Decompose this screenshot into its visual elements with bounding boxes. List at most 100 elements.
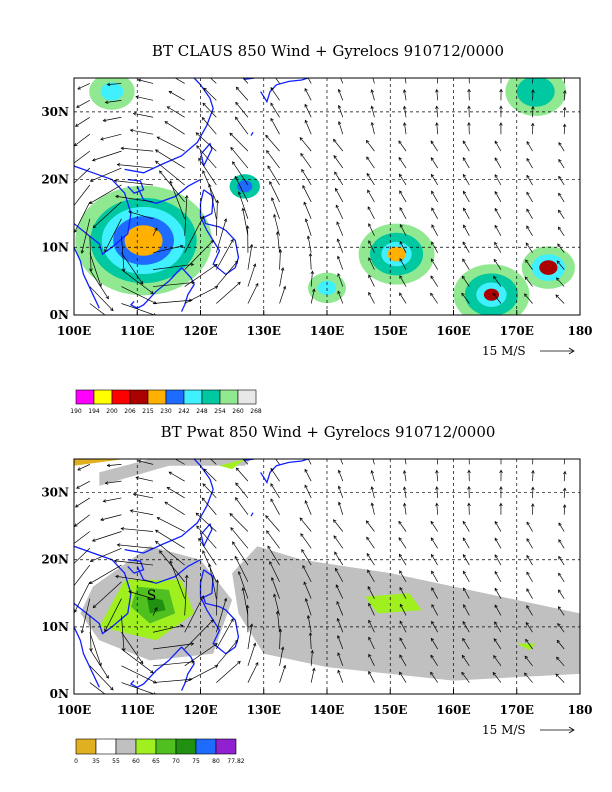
- wind-arrowhead: [214, 263, 218, 268]
- wind-vector: [399, 275, 407, 287]
- wind-arrowhead: [370, 502, 375, 507]
- wind-arrowhead: [150, 290, 154, 294]
- colorbar-label: 35: [92, 758, 100, 765]
- wind-vector: [216, 661, 241, 683]
- wind-arrowhead: [269, 181, 273, 185]
- wind-vector: [399, 604, 407, 616]
- wind-vector: [198, 158, 217, 186]
- wind-vector: [462, 554, 470, 566]
- x-tick-label: 130E: [247, 703, 281, 717]
- wind-arrowhead: [208, 563, 212, 568]
- wind-arrowhead: [304, 484, 308, 489]
- wind-vector: [138, 79, 154, 84]
- wind-vector: [368, 240, 375, 253]
- wind-vector: [461, 655, 470, 666]
- wind-arrowhead: [241, 587, 245, 591]
- wind-arrowhead: [558, 209, 562, 214]
- wind-arrowhead: [435, 122, 439, 126]
- wind-arrowhead: [312, 667, 316, 672]
- wind-arrowhead: [305, 73, 308, 76]
- wind-arrowhead: [462, 637, 466, 642]
- colorbar-swatch: [183, 389, 203, 405]
- wind-arrowhead: [524, 276, 528, 280]
- wind-arrowhead: [337, 501, 342, 506]
- y-tick-label: 30N: [41, 105, 69, 119]
- wind-arrowhead: [467, 485, 471, 490]
- wind-arrowhead: [335, 187, 339, 192]
- wind-vector: [77, 83, 90, 90]
- wind-vector: [462, 174, 470, 186]
- wind-arrowhead: [500, 73, 503, 76]
- wind-vector: [462, 521, 470, 532]
- wind-arrowhead: [310, 270, 314, 275]
- wind-vector: [492, 672, 502, 683]
- wind-vector: [216, 281, 241, 304]
- coastline-6: [129, 646, 182, 689]
- wind-arrowhead: [493, 275, 497, 280]
- wind-vector: [138, 460, 154, 465]
- wind-arrowhead: [154, 149, 159, 153]
- wind-vector: [270, 468, 280, 482]
- wind-arrowhead: [116, 543, 121, 547]
- coastline-8: [228, 459, 256, 462]
- wind-vector: [307, 236, 312, 253]
- wind-arrowhead: [399, 207, 403, 211]
- wind-vector: [371, 503, 375, 515]
- pwat-shade-9: [516, 643, 536, 651]
- wind-arrowhead: [557, 606, 562, 610]
- wind-arrowhead: [249, 623, 254, 627]
- wind-arrowhead: [235, 497, 239, 501]
- wind-vector: [279, 267, 284, 287]
- wind-vector: [277, 231, 280, 253]
- wind-arrowhead: [398, 140, 402, 144]
- wind-vector: [121, 286, 157, 304]
- wind-vector: [334, 551, 344, 566]
- wind-arrowhead: [337, 120, 342, 125]
- wind-vector: [430, 672, 438, 683]
- wind-arrowhead: [335, 567, 339, 572]
- wind-vector: [279, 665, 286, 683]
- x-tick-label: 140E: [310, 324, 344, 338]
- colorbar-label: 55: [112, 758, 120, 765]
- wind-vector: [121, 269, 154, 294]
- wind-vector: [338, 470, 344, 482]
- wind-vector: [431, 241, 438, 253]
- wind-vector: [307, 615, 312, 633]
- wind-vector: [557, 623, 565, 633]
- wind-vector: [493, 259, 502, 270]
- wind-vector: [368, 603, 375, 616]
- wind-arrowhead: [494, 140, 498, 145]
- wind-arrowhead: [494, 157, 498, 161]
- wind-arrowhead: [558, 522, 562, 527]
- wind-vector: [305, 500, 312, 515]
- wind-arrowhead: [203, 468, 207, 472]
- wind-vector: [115, 575, 154, 583]
- wind-vector: [309, 632, 312, 650]
- wind-arrowhead: [430, 258, 435, 262]
- wind-vector: [89, 184, 122, 204]
- wind-arrowhead: [304, 218, 309, 223]
- colorbar-swatch: [93, 389, 113, 405]
- coastline-2: [124, 78, 214, 174]
- wind-vector: [121, 303, 156, 315]
- coastline-4: [200, 522, 213, 547]
- wind-arrowhead: [563, 89, 567, 94]
- wind-arrowhead: [271, 453, 274, 456]
- wind-arrowhead: [229, 513, 233, 517]
- wind-arrowhead: [232, 541, 236, 545]
- wind-vector: [166, 106, 185, 118]
- wind-arrowhead: [338, 454, 341, 457]
- cloud-shade-1-3: [387, 246, 406, 262]
- coastline-10: [250, 131, 254, 136]
- wind-arrowhead: [563, 74, 566, 77]
- colorbar-swatch: [115, 738, 137, 755]
- wind-vector: [338, 486, 344, 499]
- wind-vector: [494, 621, 502, 633]
- wind-vector: [242, 587, 249, 616]
- wind-arrowhead: [337, 104, 342, 109]
- coastline-7: [180, 646, 195, 691]
- wind-vector: [133, 112, 154, 118]
- wind-arrowhead: [335, 204, 339, 209]
- wind-vector: [436, 503, 439, 515]
- wind-vector: [398, 537, 407, 549]
